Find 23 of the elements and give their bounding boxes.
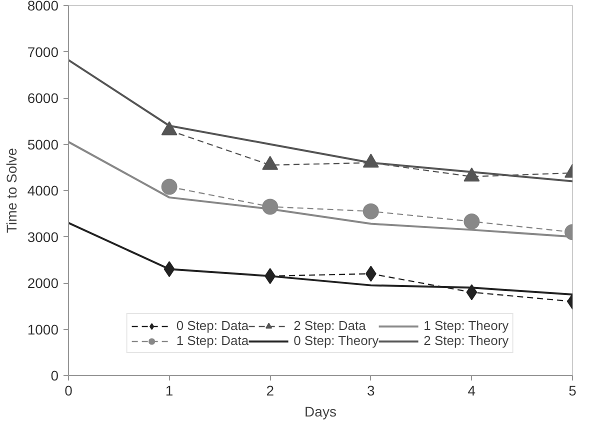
legend-label: 2 Step: Data <box>294 318 366 333</box>
y-tick-label: 3000 <box>27 228 59 245</box>
x-tick-label: 0 <box>64 382 73 398</box>
y-tick-label: 5000 <box>27 136 59 152</box>
legend-label: 0 Step: Data <box>176 318 249 333</box>
legend-label: 2 Step: Theory <box>424 333 509 348</box>
y-tick-label: 7000 <box>27 44 59 60</box>
x-tick-label: 3 <box>367 382 376 398</box>
legend-label: 1 Step: Data <box>176 333 249 348</box>
y-tick-label: 4000 <box>27 182 59 198</box>
y-tick-label: 1000 <box>27 321 59 338</box>
x-tick-label: 2 <box>266 382 274 398</box>
y-axis-title: Time to Solve <box>3 148 20 234</box>
x-tick-label: 4 <box>468 382 476 398</box>
y-tick-label: 0 <box>50 368 59 384</box>
y-tick-label: 2000 <box>27 275 59 291</box>
legend-label: 1 Step: Theory <box>424 318 509 333</box>
y-tick-label: 6000 <box>27 90 59 106</box>
x-axis-title: Days <box>304 404 336 420</box>
x-tick-label: 1 <box>165 382 174 398</box>
legend-label: 0 Step: Theory <box>294 333 379 348</box>
x-tick-label: 5 <box>568 382 577 398</box>
y-tick-label: 8000 <box>27 0 59 14</box>
